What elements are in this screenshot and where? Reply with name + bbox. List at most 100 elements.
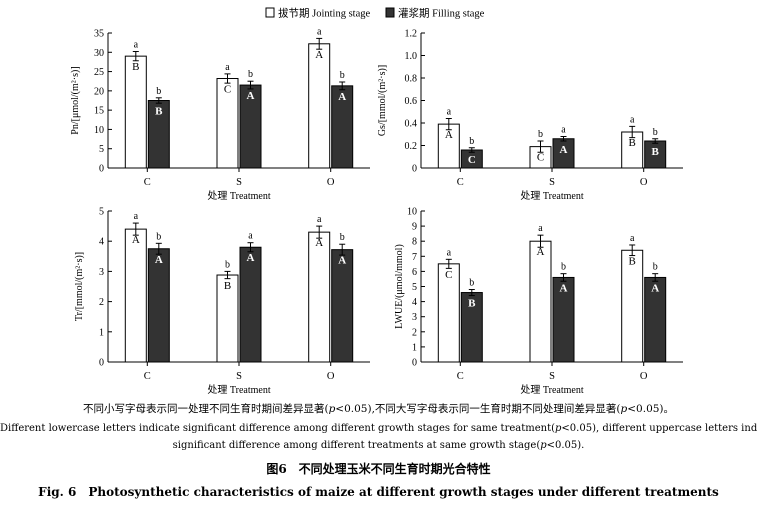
significance-letter-lower: a <box>630 114 635 125</box>
y-tick-label: 3 <box>99 267 104 278</box>
significance-letter-lower: a <box>134 40 139 51</box>
significance-letter-lower: a <box>317 214 322 225</box>
x-tick-label: C <box>144 177 151 188</box>
x-axis-label: 处理 Treatment <box>520 384 583 396</box>
y-tick-label: 2 <box>99 297 104 308</box>
significance-letter-upper: B <box>155 106 163 118</box>
y-axis-label: Tr/[mmol/(m²·s)] <box>74 252 85 321</box>
caption-note-cn: 不同小写字母表示同一处理不同生育时期间差异显著(p<0.05),不同大写字母表示… <box>82 403 675 415</box>
significance-letter-upper: B <box>629 255 636 267</box>
y-tick-label: 1 <box>99 327 104 338</box>
significance-letter-lower: b <box>225 259 230 270</box>
y-axis-label: Pn/[μmol/(m²·s)] <box>70 66 81 134</box>
significance-letter-lower: a <box>630 233 635 244</box>
bar-jointing <box>124 228 147 363</box>
legend-filling-swatch <box>385 7 395 18</box>
caption-note-en-line2: significant difference among different t… <box>172 440 585 451</box>
significance-letter-lower: b <box>340 70 345 81</box>
x-axis-label: 处理 Treatment <box>207 190 270 202</box>
significance-letter-upper: A <box>560 282 568 294</box>
y-tick-label: 0 <box>412 358 417 369</box>
significance-letter-upper: C <box>537 152 544 164</box>
significance-letter-upper: A <box>315 237 323 249</box>
y-tick-label: 8 <box>412 237 417 248</box>
x-tick-label: S <box>549 371 555 382</box>
significance-letter-lower: b <box>653 127 658 138</box>
y-tick-label: 2 <box>412 327 417 338</box>
significance-letter-upper: A <box>338 91 346 103</box>
caption-note-en-line1: Different lowercase letters indicate sig… <box>0 423 757 434</box>
y-axis-label: LWUE/(μmol/mmol) <box>394 244 405 329</box>
y-tick-label: 0 <box>99 358 104 369</box>
x-tick-label: C <box>457 177 464 188</box>
y-tick-label: 1.2 <box>405 29 418 40</box>
x-tick-label: O <box>640 371 648 382</box>
significance-letter-lower: b <box>561 262 566 273</box>
y-tick-label: 4 <box>99 237 104 248</box>
x-tick-label: O <box>327 371 335 382</box>
y-tick-label: 25 <box>94 67 104 78</box>
significance-letter-lower: a <box>225 62 230 73</box>
significance-letter-lower: b <box>248 69 253 80</box>
y-tick-label: 0 <box>99 164 104 175</box>
y-tick-label: 0.8 <box>405 74 418 85</box>
significance-letter-upper: B <box>224 280 231 292</box>
significance-letter-lower: a <box>317 26 322 37</box>
x-tick-label: S <box>236 371 242 382</box>
y-tick-label: 3 <box>412 312 417 323</box>
significance-letter-upper: A <box>247 90 255 102</box>
y-tick-label: 10 <box>94 125 104 136</box>
legend-jointing-swatch <box>265 7 275 18</box>
y-tick-label: 30 <box>94 48 104 59</box>
significance-letter-upper: A <box>445 129 453 141</box>
y-tick-label: 1.0 <box>405 51 418 62</box>
bar-jointing <box>308 231 331 363</box>
y-axis-label: Gs/[mmol/(m²·s)] <box>377 65 388 136</box>
y-tick-label: 1 <box>412 342 417 353</box>
figure-title-en: Fig. 6 Photosynthetic characteristics of… <box>38 485 719 499</box>
x-axis-label: 处理 Treatment <box>207 384 270 396</box>
chart-panel-2: 00.20.40.60.81.01.2Gs/[mmol/(m²·s)]CaAbC… <box>377 29 683 202</box>
significance-letter-lower: b <box>538 129 543 140</box>
y-tick-label: 6 <box>412 267 417 278</box>
chart-panel-4: 012345678910LWUE/(μmol/mmol)CaCbBSaAbAOa… <box>394 207 683 396</box>
significance-letter-lower: a <box>538 223 543 234</box>
y-tick-label: 0.4 <box>405 119 418 130</box>
x-tick-label: O <box>640 177 648 188</box>
significance-letter-upper: A <box>155 254 163 266</box>
figure-panels: 拔节期 Jointing stage 灌浆期 Filling stage 0 5 1… <box>70 7 683 396</box>
y-tick-label: 35 <box>94 29 104 40</box>
bar-filling <box>239 246 262 363</box>
y-tick-label: 7 <box>412 252 417 263</box>
significance-letter-lower: b <box>653 262 658 273</box>
y-tick-label: 0 <box>412 164 417 175</box>
y-tick-label: 10 <box>407 207 417 218</box>
y-tick-label: 4 <box>412 297 417 308</box>
significance-letter-upper: C <box>224 84 231 96</box>
significance-letter-upper: C <box>468 154 476 166</box>
y-tick-label: 5 <box>99 144 104 155</box>
significance-letter-lower: b <box>156 86 161 97</box>
significance-letter-upper: B <box>132 61 139 73</box>
significance-letter-upper: A <box>537 246 545 258</box>
bar-jointing <box>529 240 552 363</box>
x-tick-label: O <box>327 177 335 188</box>
y-tick-label: 5 <box>99 207 104 218</box>
chart-panel-1: 05101520253035Pn/[μmol/(m²·s)]CaBbBSaCbA… <box>70 26 370 202</box>
significance-letter-upper: C <box>445 269 452 281</box>
panels: 05101520253035Pn/[μmol/(m²·s)]CaBbBSaCbA… <box>70 26 683 396</box>
significance-letter-upper: B <box>468 298 476 310</box>
x-tick-label: S <box>236 177 242 188</box>
significance-letter-upper: A <box>315 49 323 61</box>
significance-letter-upper: B <box>629 137 636 149</box>
significance-letter-lower: b <box>340 232 345 243</box>
significance-letter-lower: a <box>248 231 253 242</box>
x-axis-label: 处理 Treatment <box>520 190 583 202</box>
significance-letter-lower: b <box>469 278 474 289</box>
y-tick-label: 15 <box>94 106 104 117</box>
significance-letter-upper: A <box>132 234 140 246</box>
significance-letter-lower: a <box>561 125 566 136</box>
significance-letter-upper: A <box>651 282 659 294</box>
legend-jointing-label: 拔节期 Jointing stage <box>278 7 371 20</box>
